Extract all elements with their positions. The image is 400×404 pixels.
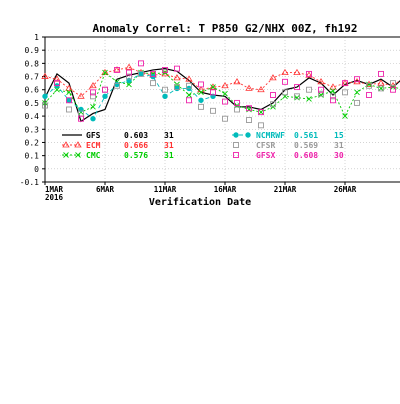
data-point (139, 72, 143, 76)
y-tick-label: 0.8 (25, 59, 40, 68)
data-point (199, 104, 204, 109)
legend-count: 31 (164, 131, 174, 140)
y-tick-label: -0.1 (20, 178, 39, 187)
data-point (294, 70, 300, 75)
x-tick-sublabel: 2016 (45, 193, 64, 202)
y-axis: -0.1 0 0.1 0.2 0.3 0.4 0.5 0.6 0.7 0.8 0.9 1 (20, 33, 45, 187)
legend-name: NCMRWF (256, 131, 285, 140)
data-point (355, 90, 360, 95)
data-point (91, 104, 96, 109)
data-point (67, 98, 71, 102)
series-line (45, 73, 400, 117)
series-cfsr (43, 71, 400, 127)
data-point (103, 94, 107, 98)
x-tick-label: 21MAR (274, 185, 297, 194)
y-tick-label: 0.1 (25, 152, 40, 161)
legend-count: 30 (334, 151, 344, 160)
data-point (187, 98, 192, 103)
data-point (367, 93, 372, 98)
y-tick-label: 0.4 (25, 112, 40, 121)
data-point (259, 123, 264, 128)
data-point (319, 93, 324, 98)
grid (45, 37, 400, 182)
legend-count: 15 (334, 131, 344, 140)
x-tick-label: 26MAR (334, 185, 357, 194)
legend-marker (246, 133, 250, 137)
legend-entry-ncmrwf: NCMRWF 0.561 15 (232, 131, 344, 140)
legend-mean: 0.603 (124, 131, 148, 140)
data-point (259, 110, 264, 115)
data-point (126, 64, 132, 69)
data-point (283, 79, 288, 84)
data-point (67, 107, 72, 112)
legend-count: 31 (164, 151, 174, 160)
chart-title: Anomaly Correl: T P850 G2/NHX 00Z, fh192 (93, 22, 358, 35)
legend-mean: 0.666 (124, 141, 148, 150)
legend-name: GFS (86, 131, 101, 140)
legend-name: CFSR (256, 141, 275, 150)
legend-marker (234, 133, 238, 137)
x-tick-label: 6MAR (96, 185, 115, 194)
y-tick-label: 0.2 (25, 138, 40, 147)
x-tick-label: 11MAR (154, 185, 177, 194)
legend-mean: 0.608 (294, 151, 318, 160)
legend-name: CMC (86, 151, 101, 160)
data-point (91, 117, 95, 121)
x-tick-label: 16MAR (214, 185, 237, 194)
series-cmc (43, 70, 400, 119)
data-point (163, 94, 167, 98)
data-point (199, 98, 203, 102)
data-point (211, 108, 216, 113)
data-point (271, 93, 276, 98)
data-point (43, 94, 47, 98)
y-tick-label: 1 (34, 33, 39, 42)
legend-mean: 0.569 (294, 141, 318, 150)
plot-frame (45, 37, 400, 182)
legend-marker (234, 143, 239, 148)
y-tick-label: 0.9 (25, 46, 40, 55)
y-tick-label: 0.7 (25, 73, 40, 82)
y-tick-label: 0 (34, 165, 39, 174)
legend-marker (234, 153, 239, 158)
legend-mean: 0.561 (294, 131, 318, 140)
y-tick-label: 0.5 (25, 99, 40, 108)
legend-entry-gfs: GFS 0.603 31 (62, 131, 174, 140)
data-point (247, 118, 252, 123)
series (42, 61, 400, 128)
data-point (379, 71, 384, 76)
legend-mean: 0.576 (124, 151, 148, 160)
data-point (151, 81, 156, 86)
x-axis-label: Verification Date (149, 196, 251, 208)
data-point (247, 107, 252, 112)
legend: GFS 0.603 31 ECM 0.666 31 CMC 0.576 31 NCMRWF 0.56… (62, 131, 344, 160)
y-tick-label: 0.6 (25, 86, 40, 95)
data-point (379, 86, 384, 91)
legend-count: 31 (334, 141, 344, 150)
legend-name: GFSX (256, 151, 275, 160)
data-point (343, 114, 348, 119)
legend-name: ECM (86, 141, 101, 150)
y-tick-label: 0.3 (25, 125, 40, 134)
legend-count: 31 (164, 141, 174, 150)
data-point (234, 79, 240, 84)
